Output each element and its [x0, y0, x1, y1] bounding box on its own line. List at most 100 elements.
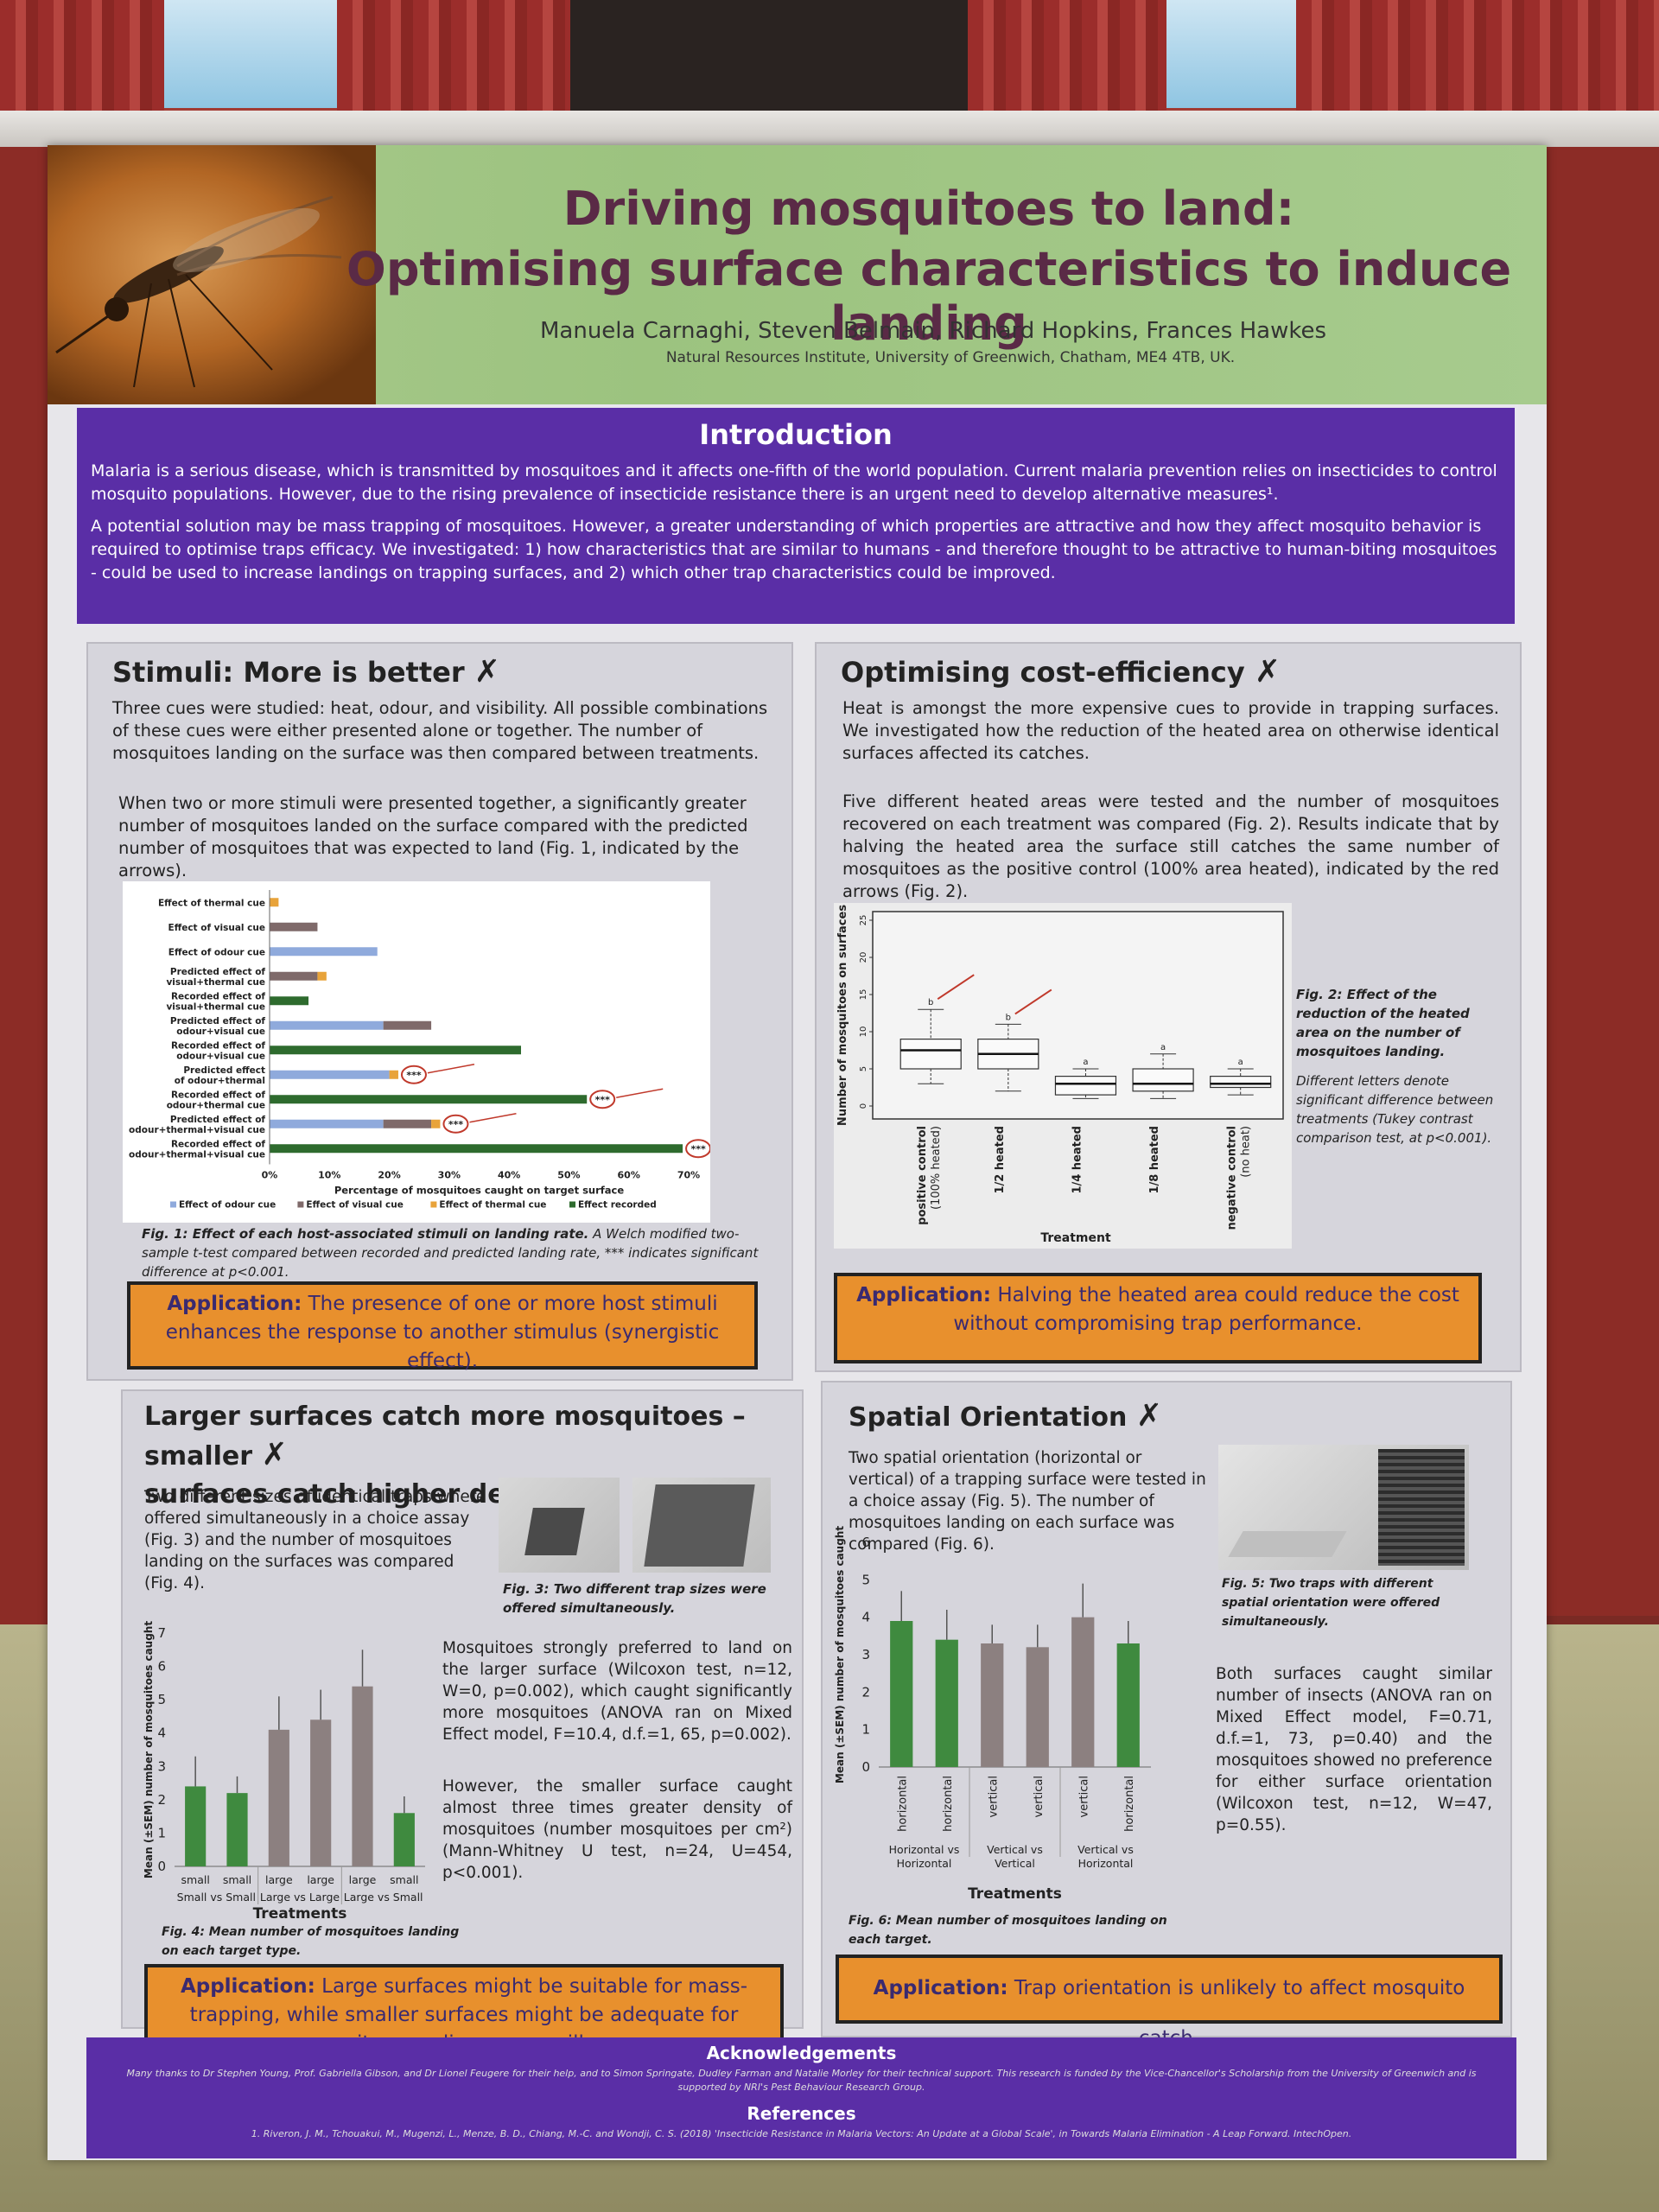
- fig1-legend-swatch: [430, 1201, 437, 1208]
- curtain-right: [1296, 0, 1659, 112]
- fig1-significance-label: ***: [406, 1070, 422, 1081]
- fig2-x-axis-label: Treatment: [1040, 1231, 1111, 1245]
- fig4-tick-label: 6: [157, 1659, 166, 1675]
- fig2-arrow: [937, 974, 975, 1001]
- orientation-title: Spatial Orientation ✗: [849, 1398, 1163, 1433]
- fig6-chart: 0 1 2 3 4 5 6 Mean (±SEM) number of mosquitoes …: [831, 1525, 1160, 1905]
- fig2-tick-label: 20: [859, 952, 868, 963]
- fig1-category-label: of odour+thermal: [175, 1076, 265, 1086]
- fig1-legend-label: Effect of thermal cue: [439, 1200, 546, 1211]
- fig4-tick-label: 4: [157, 1726, 166, 1741]
- curtain-left: [0, 0, 164, 112]
- fig2-tick-label: 15: [859, 989, 868, 1001]
- fig6-category-label: horizontal: [942, 1776, 955, 1832]
- fig1-x-axis-label: Percentage of mosquitoes caught on targe…: [334, 1185, 625, 1197]
- orientation-paragraph-1: Two spatial orientation (horizontal or v…: [849, 1449, 1206, 1554]
- fig4-bar: [310, 1719, 332, 1866]
- fig6-bar: [1071, 1617, 1095, 1767]
- fig2-chart: 0 5 10 15 20 25 Number of mosquitoes on surfac…: [834, 903, 1292, 1249]
- fig1-legend-swatch: [170, 1201, 176, 1208]
- fig6-category-label: vertical: [1033, 1776, 1046, 1817]
- fig6-category-label: horizontal: [896, 1776, 909, 1832]
- fig4-chart: 0 1 2 3 4 5 6 7 Mean (±SEM) number of mosquitoes…: [140, 1620, 425, 1923]
- fig1-bar: [431, 1119, 441, 1128]
- fig2-tick-label: 0: [859, 1103, 868, 1109]
- fig1-category-label: Effect of visual cue: [168, 923, 265, 933]
- orientation-traps-photo: [1218, 1445, 1469, 1570]
- fig1-category-label: odour+thermal+visual cue: [129, 1149, 265, 1160]
- fig6-tick-label: 6: [861, 1535, 870, 1550]
- poster-rail: [0, 111, 1659, 147]
- fig4-bar: [226, 1793, 248, 1866]
- fig1-legend-label: Effect of visual cue: [306, 1200, 403, 1211]
- fig4-bar: [268, 1729, 289, 1866]
- board-right: [1547, 147, 1659, 1616]
- cost-paragraph-2: Five different heated areas were tested …: [842, 791, 1499, 901]
- fig1-category-label: odour+thermal cue: [167, 1100, 265, 1110]
- stimuli-panel: Stimuli: More is better ✗ Three cues wer…: [86, 642, 793, 1381]
- fig3-caption: Fig. 3: Two different trap sizes were of…: [503, 1581, 766, 1616]
- fig4-y-axis-label: Mean (±SEM) number of mosquitoes caught: [143, 1621, 155, 1878]
- fig6-group-label: Horizontal: [1078, 1857, 1134, 1870]
- fig6-group-label: Vertical vs: [1077, 1843, 1134, 1856]
- cost-paragraph-1: Heat is amongst the more expensive cues …: [842, 698, 1499, 763]
- fig6-tick-label: 1: [861, 1722, 870, 1738]
- references-text: 1. Riveron, J. M., Tchouakui, M., Mugenz…: [251, 2128, 1352, 2139]
- fig2-y-axis-label: Number of mosquitoes on surfaces: [836, 905, 849, 1126]
- size-panel: Larger surfaces catch more mosquitoes – …: [121, 1389, 804, 2061]
- poster: Driving mosquitoes to land: Optimising s…: [48, 145, 1547, 2160]
- acknowledgements-heading: Acknowledgements: [706, 2043, 897, 2063]
- fig1-bar: [270, 1144, 683, 1154]
- stimuli-paragraph-2: When two or more stimuli were presented …: [118, 793, 748, 880]
- fig1-category-label: Predicted effect of: [170, 1016, 266, 1027]
- mosquito-icon: ✗: [1135, 1398, 1163, 1433]
- fig1-bar: [270, 1095, 588, 1104]
- size-paragraph-1: Two different sizes of identical traps w…: [144, 1488, 486, 1592]
- fig1-category-label: Predicted effect of: [170, 967, 266, 977]
- dark-panel: [570, 0, 968, 112]
- fig1-category-label: odour+visual cue: [176, 1051, 265, 1061]
- fig1-bar: [270, 971, 318, 981]
- fig1-category-label: Effect of odour cue: [168, 947, 265, 957]
- fig1-legend-label: Effect of odour cue: [179, 1200, 276, 1211]
- acknowledgements-text: Many thanks to Dr Stephen Young, Prof. G…: [126, 2068, 1477, 2093]
- fig6-category-label: vertical: [1077, 1776, 1090, 1817]
- poster-title-line1: Driving mosquitoes to land:: [563, 181, 1295, 236]
- horizontal-trap: [1228, 1531, 1347, 1557]
- curtain-center-right: [968, 0, 1166, 112]
- large-trap-photo: [632, 1478, 771, 1573]
- window-left: [164, 0, 337, 108]
- small-trap: [524, 1508, 585, 1555]
- mosquito-photo: [48, 145, 376, 404]
- fig6-tick-label: 5: [861, 1572, 870, 1587]
- fig4-tick-label: 3: [157, 1758, 166, 1774]
- fig1-category-label: Predicted effect: [183, 1065, 265, 1076]
- stimuli-title: Stimuli: More is better ✗: [112, 654, 500, 690]
- fig4-tick-label: 5: [157, 1692, 166, 1707]
- fig1-tick-label: 40%: [498, 1170, 520, 1181]
- fig2-svg: 0 5 10 15 20 25 Number of mosquitoes on surfac…: [836, 905, 1284, 1245]
- fig1-arrow: [616, 1088, 664, 1098]
- fig6-bar: [1026, 1647, 1049, 1767]
- fig1-category-label: visual+thermal cue: [166, 977, 265, 988]
- fig2-tick-label: 25: [859, 915, 868, 926]
- fig6-group-label: Horizontal vs: [889, 1843, 960, 1856]
- fig2-category-label: (no heat): [1240, 1126, 1253, 1178]
- fig1-bar: [270, 1020, 384, 1030]
- fig1-bar: [270, 947, 378, 957]
- fig2-box: [1054, 1076, 1117, 1096]
- fig6-tick-label: 0: [861, 1759, 870, 1775]
- fig4-category-label: small: [181, 1873, 210, 1886]
- fig1-bar: [317, 971, 327, 981]
- fig1-significance-label: ***: [690, 1143, 706, 1154]
- fig1-arrow: [469, 1113, 517, 1123]
- mosquito-icon: ✗: [261, 1437, 288, 1472]
- fig1-category-label: visual+thermal cue: [166, 1001, 265, 1012]
- fig2-category-label: negative control: [1226, 1126, 1239, 1230]
- fig2-category-label: positive control: [916, 1126, 929, 1225]
- large-trap: [644, 1484, 755, 1567]
- fig1-significance-circle: [589, 1090, 616, 1109]
- cost-application: Application: Halving the heated area cou…: [834, 1273, 1482, 1363]
- fig4-bar: [185, 1786, 207, 1866]
- fig2-letter: a: [1160, 1043, 1166, 1052]
